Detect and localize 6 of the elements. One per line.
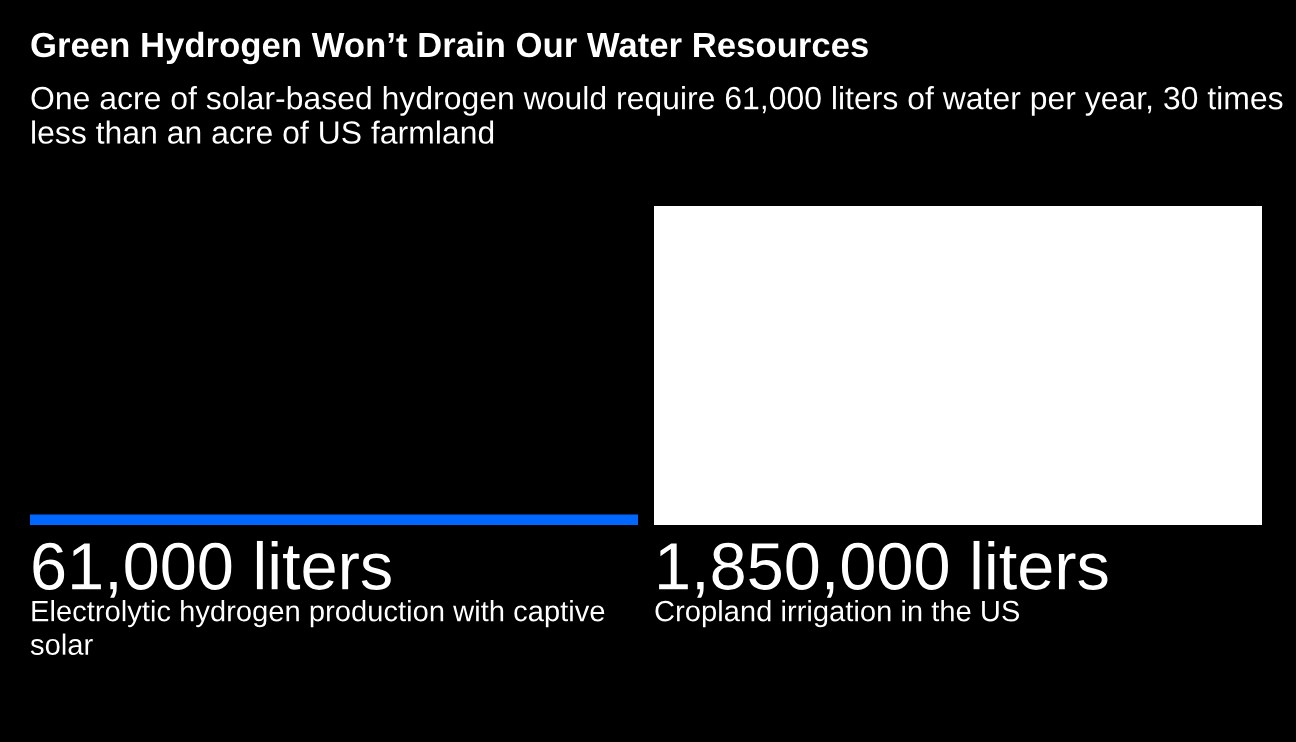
chart-subtitle: One acre of solar-based hydrogen would require 61,000 liters of water per year, 30 times less than an acre of US farmland bbox=[31, 86, 1283, 144]
x-tick-label: Electrolytic hydrogen production with captive solar bbox=[30, 600, 605, 655]
x-tick-label: Cropland irrigation in the US bbox=[655, 600, 1020, 628]
chart-title: Green Hydrogen Won’t Drain Our Water Resources bbox=[31, 31, 868, 65]
data-label: 1,850,000 liters bbox=[659, 540, 1108, 598]
data-label: 61,000 liters bbox=[33, 540, 391, 598]
